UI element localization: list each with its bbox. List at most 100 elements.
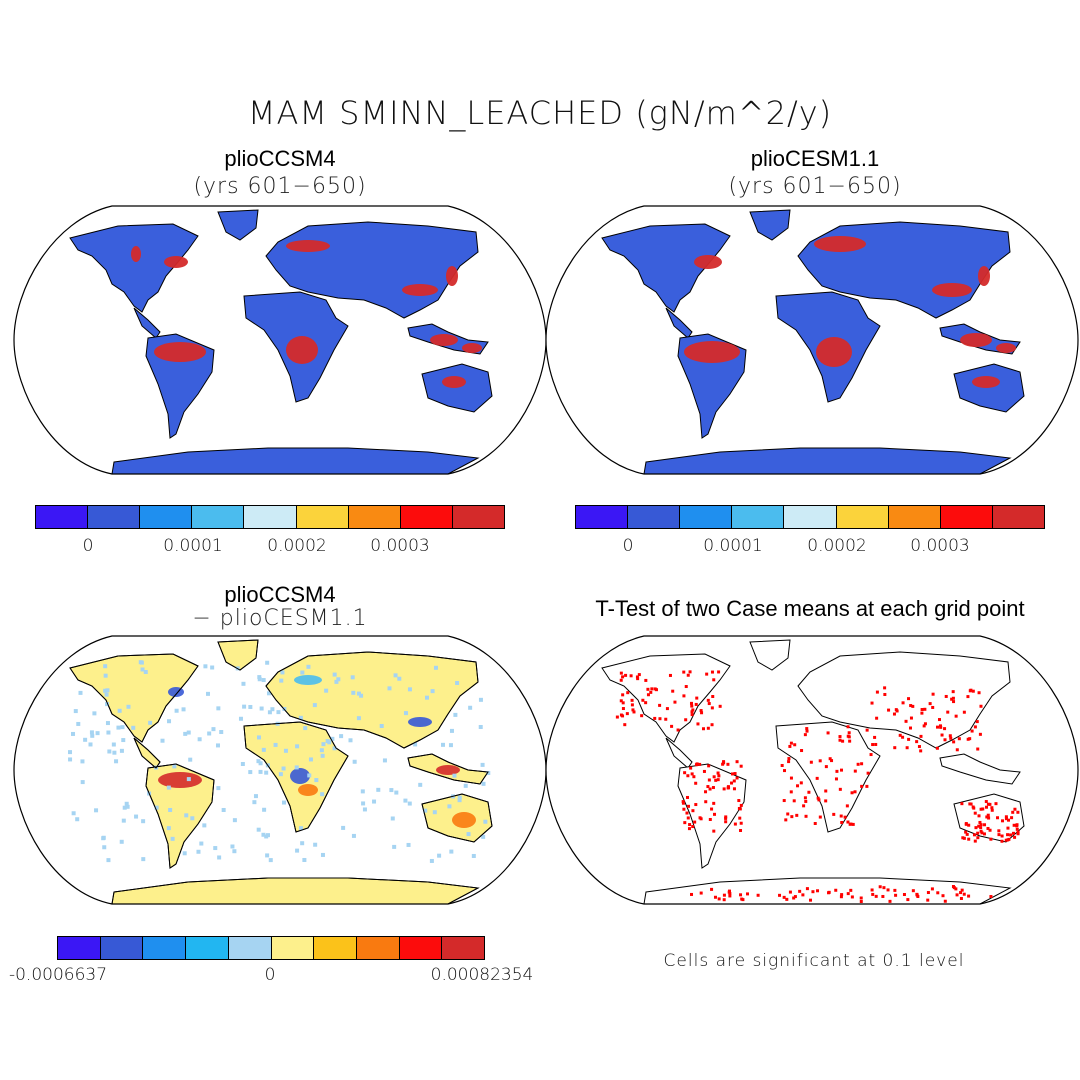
landmass — [111, 447, 480, 474]
significant-cell — [860, 762, 864, 766]
significant-cell — [968, 802, 972, 806]
difference-cell — [300, 841, 305, 846]
difference-cell — [186, 730, 191, 735]
landmass — [665, 307, 693, 339]
significant-cell — [615, 715, 619, 719]
difference-cell — [406, 842, 411, 847]
significant-cell — [909, 716, 913, 720]
significant-cell — [686, 816, 690, 820]
significant-cell — [856, 762, 860, 766]
difference-cell — [186, 777, 191, 782]
significant-cell — [691, 825, 695, 829]
colorbar-swatch — [88, 506, 141, 528]
colorbar-swatch — [732, 506, 785, 528]
significant-cell — [853, 790, 857, 794]
significant-cell — [973, 725, 977, 729]
significant-cell — [888, 899, 892, 903]
colorbar1-tick-1: 0.0001 — [163, 536, 223, 556]
significant-cell — [838, 787, 842, 791]
difference-cell — [361, 801, 366, 806]
significant-cell — [682, 694, 686, 698]
panel2-title: plioCESM1.1 — [750, 146, 880, 171]
significant-cell — [813, 821, 817, 825]
significant-cell — [955, 893, 959, 897]
difference-cell — [207, 731, 212, 736]
difference-cell — [448, 743, 453, 748]
colorbar-swatch — [228, 937, 272, 959]
difference-cell — [257, 735, 262, 740]
difference-cell — [283, 748, 288, 753]
difference-cell — [105, 688, 110, 693]
significant-cell — [795, 813, 799, 817]
significant-cell — [952, 700, 956, 704]
difference-cell — [300, 670, 305, 675]
colorbar1-tick-0: 0 — [82, 536, 94, 556]
high-leaching-region — [462, 343, 482, 353]
difference-cell — [119, 748, 124, 753]
difference-cell — [266, 691, 271, 696]
high-leaching-region — [131, 246, 141, 262]
significant-cell — [640, 714, 644, 718]
difference-cell — [104, 692, 109, 697]
significant-cell — [818, 815, 822, 819]
significant-cell — [635, 675, 639, 679]
significant-cell — [954, 887, 958, 891]
difference-cell — [350, 675, 355, 680]
significant-cell — [824, 799, 828, 803]
significant-cell — [972, 833, 976, 837]
significant-cell — [859, 896, 863, 900]
significant-cell — [840, 768, 844, 772]
significant-cell — [778, 893, 782, 897]
difference-cell — [471, 853, 476, 858]
significant-cell — [686, 774, 690, 778]
difference-cell — [139, 660, 144, 665]
significant-cell — [968, 737, 972, 741]
difference-cell — [302, 857, 307, 862]
significant-cell — [840, 893, 844, 897]
significant-cell — [827, 890, 831, 894]
significant-cell — [644, 678, 648, 682]
difference-cell — [166, 785, 171, 790]
difference-cell — [265, 660, 270, 665]
significant-cell — [710, 723, 714, 727]
significant-cell — [875, 716, 879, 720]
significant-cell — [690, 772, 694, 776]
colorbar-difference — [57, 936, 485, 960]
high-leaching-region — [442, 376, 466, 388]
significant-cell — [700, 711, 704, 715]
significant-cell — [804, 814, 808, 818]
significant-cell — [690, 710, 694, 714]
significant-cell — [630, 698, 634, 702]
difference-cell — [320, 852, 325, 857]
significant-cell — [826, 731, 830, 735]
significant-cell — [629, 674, 633, 678]
difference-cell — [238, 716, 243, 721]
significant-cell — [637, 673, 641, 677]
panel1-subtitle: (yrs 601−650) — [193, 174, 367, 199]
significant-cell — [846, 820, 850, 824]
significant-cell — [789, 790, 793, 794]
significant-cell — [989, 837, 993, 841]
significant-cell — [684, 685, 688, 689]
landmass — [601, 653, 731, 743]
difference-cell — [319, 748, 324, 753]
difference-cell — [313, 842, 318, 847]
significant-cell — [670, 724, 674, 728]
significant-cell — [839, 814, 843, 818]
difference-cell — [114, 759, 119, 764]
difference-cell — [339, 734, 344, 739]
significant-cell — [705, 672, 709, 676]
significant-cell — [704, 790, 708, 794]
significant-cell — [737, 799, 741, 803]
significant-cell — [987, 816, 991, 820]
significant-cell — [873, 735, 877, 739]
difference-cell — [387, 686, 392, 691]
difference-cell — [392, 844, 397, 849]
significant-cell — [988, 802, 992, 806]
significant-cell — [967, 837, 971, 841]
difference-cell — [219, 730, 224, 735]
colorbar-swatch — [836, 506, 889, 528]
significant-cell — [717, 774, 721, 778]
difference-cell — [295, 848, 300, 853]
significant-cell — [949, 736, 953, 740]
